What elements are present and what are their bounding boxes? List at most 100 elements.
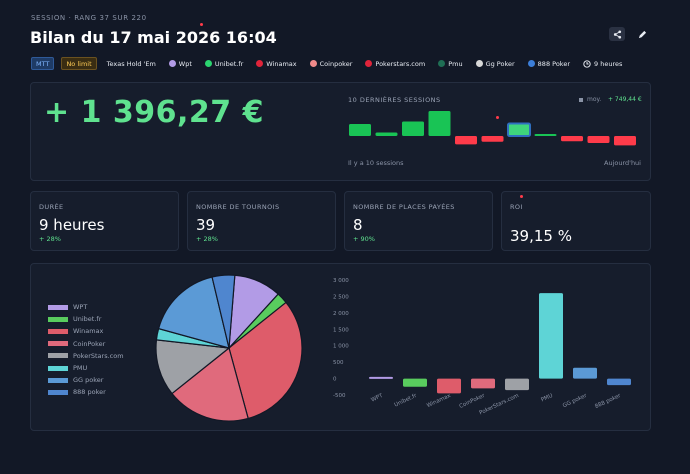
bar[interactable] [437, 378, 461, 394]
legend-swatch [48, 304, 68, 310]
tag-room-winamax[interactable]: Winamax [253, 57, 299, 70]
x-tick-label: WPT [370, 393, 384, 404]
pie-legend: WPT Unibet.fr Winamax CoinPoker PokerSta… [48, 301, 124, 399]
legend-item[interactable]: Winamax [48, 325, 124, 337]
y-tick-label: 0 [333, 377, 337, 383]
legend-swatch [48, 316, 68, 322]
pie-slice[interactable] [228, 301, 303, 420]
tag-room-888poker[interactable]: 888 Poker [525, 57, 573, 70]
notification-dot [496, 116, 499, 119]
average-swatch [579, 97, 583, 102]
x-tick-label: Unibet.fr [394, 393, 419, 409]
legend-label: WPT [73, 303, 88, 312]
tag-room-pmu[interactable]: Pmu [435, 57, 465, 70]
stat-label: NOMBRE DE PLACES PAYÉES [353, 203, 455, 211]
pie-slice[interactable] [155, 339, 231, 395]
888poker-logo-icon [527, 60, 535, 67]
legend-label: Unibet.fr [73, 315, 102, 324]
bar[interactable] [607, 378, 631, 386]
session-bar[interactable] [614, 136, 636, 146]
sessions-title: 10 DERNIÈRES SESSIONS [348, 96, 441, 104]
session-bar[interactable] [481, 136, 504, 142]
legend-swatch [48, 341, 68, 347]
pie-slice[interactable] [211, 274, 236, 349]
share-button[interactable] [609, 27, 625, 41]
session-bar[interactable] [428, 111, 451, 136]
average-legend: moy. [579, 96, 601, 103]
bar[interactable] [403, 378, 427, 387]
bar[interactable] [369, 376, 393, 379]
legend-item[interactable]: WPT [48, 301, 124, 313]
y-tick-label: 3 000 [333, 278, 349, 284]
tag-bar: MTT No limit Texas Hold 'Em Wpt Unibet.f… [31, 57, 625, 70]
tag-mtt[interactable]: MTT [31, 57, 55, 70]
stat-label: NOMBRE DE TOURNOIS [196, 203, 280, 211]
tag-room-unibet[interactable]: Unibet.fr [202, 57, 246, 70]
bar[interactable] [471, 378, 495, 389]
tag-room-coinpoker[interactable]: Coinpoker [307, 57, 356, 70]
tag-room-label: Pmu [448, 59, 463, 68]
stat-card-paid-places: NOMBRE DE PLACES PAYÉES 8 + 90% [344, 191, 493, 251]
tag-room-wpt[interactable]: Wpt [166, 57, 195, 70]
session-bar[interactable] [402, 121, 424, 137]
session-bar[interactable] [375, 132, 398, 137]
legend-label: PokerStars.com [73, 351, 124, 360]
session-bar[interactable] [507, 122, 531, 137]
bar[interactable] [505, 378, 529, 391]
sessions-foot-left: Il y a 10 sessions [348, 159, 404, 167]
tag-room-pokerstars[interactable]: Pokerstars.com [362, 57, 428, 70]
legend-item[interactable]: PMU [48, 362, 124, 374]
sessions-foot-right: Aujourd'hui [604, 159, 641, 167]
tag-room-ggpoker[interactable]: Gg Poker [473, 57, 518, 70]
stat-value: 9 heures [39, 216, 105, 234]
bar[interactable] [539, 293, 563, 379]
x-tick-label: 888 poker [594, 393, 622, 410]
tag-game[interactable]: Texas Hold 'Em [106, 59, 156, 68]
legend-swatch [48, 353, 68, 359]
wpt-logo-icon [168, 60, 176, 67]
tag-room-label: Coinpoker [319, 59, 353, 68]
tag-no-limit[interactable]: No limit [61, 57, 97, 70]
session-bar[interactable] [534, 134, 557, 136]
session-bar[interactable] [349, 124, 371, 136]
legend-label: 888 poker [73, 388, 106, 397]
y-tick-label: -500 [333, 393, 346, 399]
legend-label: GG poker [73, 376, 104, 385]
edit-button[interactable] [634, 27, 650, 41]
tag-room-label: Unibet.fr [214, 59, 244, 68]
pie-slice[interactable] [171, 346, 249, 422]
legend-label: CoinPoker [73, 339, 106, 348]
legend-item[interactable]: CoinPoker [48, 338, 124, 350]
legend-item[interactable]: 888 poker [48, 386, 124, 398]
tag-duration[interactable]: 9 heures [580, 57, 625, 70]
bar[interactable] [573, 367, 597, 379]
stat-card-duration: DURÉE 9 heures + 28% [30, 191, 179, 251]
share-icon [613, 29, 621, 39]
x-tick-label: Winamax [426, 393, 452, 410]
legend-item[interactable]: GG poker [48, 374, 124, 386]
ggpoker-logo-icon [475, 60, 483, 67]
pmu-logo-icon [438, 60, 446, 67]
legend-item[interactable]: PokerStars.com [48, 350, 124, 362]
legend-swatch [48, 328, 68, 334]
legend-label: PMU [73, 364, 88, 373]
session-bar[interactable] [561, 136, 583, 142]
rooms-pie-chart [155, 274, 303, 422]
y-tick-label: 500 [333, 360, 344, 366]
session-result: + 1 396,27 € [44, 95, 264, 130]
tag-duration-label: 9 heures [594, 59, 623, 68]
session-bar[interactable] [455, 136, 477, 145]
legend-item[interactable]: Unibet.fr [48, 313, 124, 325]
session-bar[interactable] [587, 136, 610, 143]
tag-room-label: Gg Poker [485, 59, 515, 68]
tag-room-label: Winamax [266, 59, 297, 68]
x-tick-label: PMU [540, 393, 553, 404]
legend-swatch [48, 377, 68, 383]
rooms-bar-chart: 3 000 2 500 2 000 1 500 1 000 500 0 -500 WPT Unib… [333, 278, 631, 416]
stat-card-tournaments: NOMBRE DE TOURNOIS 39 + 28% [187, 191, 336, 251]
y-tick-label: 2 000 [333, 311, 349, 317]
pie-slice[interactable] [157, 276, 230, 349]
x-tick-label: CoinPoker [459, 393, 487, 410]
tag-room-label: 888 Poker [537, 59, 571, 68]
winamax-logo-icon [256, 60, 264, 67]
